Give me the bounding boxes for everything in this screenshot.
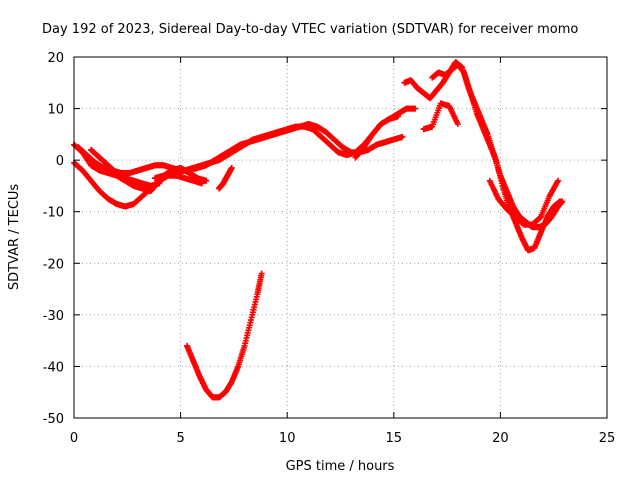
data-point [554,177,561,184]
series-track-8 [486,177,561,228]
y-tick-label: 10 [47,103,64,118]
data-points [71,59,566,401]
x-tick-labels: 0 5 10 15 20 25 [70,431,615,446]
series-track-5 [183,270,265,401]
series-track-11 [215,164,235,192]
data-point [203,177,210,184]
y-tick-labels: 20 10 0 -10 -20 -30 -40 -50 [43,51,64,427]
y-tick-label: 0 [56,154,64,169]
y-tick-label: -20 [43,257,64,272]
data-point [557,198,564,205]
data-point [258,270,265,277]
y-tick-label: -50 [43,412,64,427]
series-track-6 [401,59,566,231]
series-track-4 [88,146,163,189]
x-tick-label: 0 [70,431,78,446]
data-point [156,180,163,187]
data-point [228,164,235,171]
chart-title: Day 192 of 2023, Sidereal Day-to-day VTE… [42,22,578,37]
series-track-12 [152,164,210,184]
y-tick-label: -30 [43,309,64,324]
y-tick-label: -10 [43,206,64,221]
series-track-10 [352,113,402,161]
plot-frame [73,56,608,419]
x-tick-label: 15 [386,431,403,446]
x-axis-label: GPS time / hours [286,459,395,474]
series-track-9 [420,100,461,133]
y-tick-label: -40 [43,360,64,375]
data-point [412,105,419,112]
x-tick-label: 5 [176,431,184,446]
x-tick-label: 10 [279,431,296,446]
data-point [395,113,402,120]
data-point [399,133,406,140]
y-tick-label: 20 [47,51,64,66]
grid-lines [74,57,607,418]
y-axis-label: SDTVAR / TECUs [7,184,22,291]
data-point [454,121,461,128]
axis-ticks [73,56,608,419]
series-track-7 [429,61,564,254]
x-tick-label: 20 [492,431,509,446]
x-tick-label: 25 [599,431,616,446]
